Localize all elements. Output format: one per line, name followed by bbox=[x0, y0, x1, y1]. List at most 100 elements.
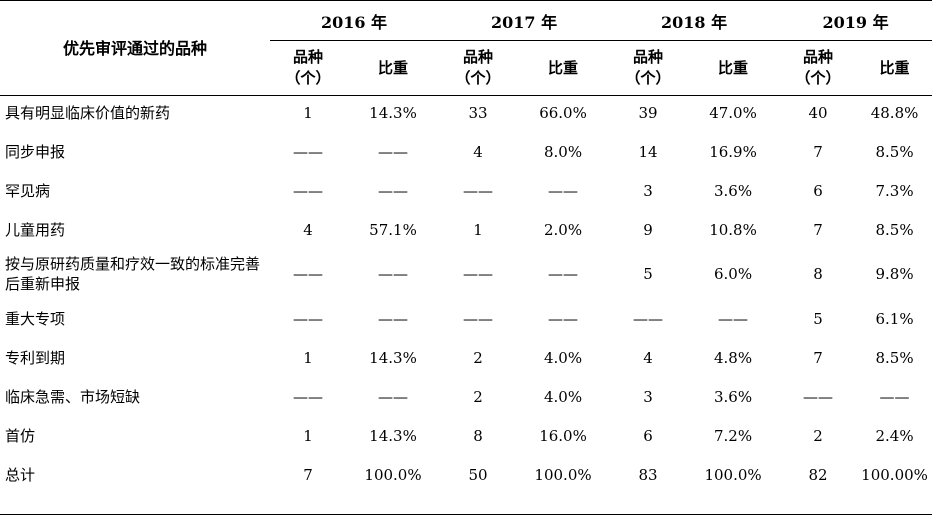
count-header-line2: （个） bbox=[285, 69, 331, 87]
value-cell: 47.0% bbox=[709, 103, 757, 122]
count-header-line1: 品种 bbox=[633, 48, 664, 66]
value-cell: 4 bbox=[473, 142, 483, 161]
value-cell: 7 bbox=[813, 348, 823, 367]
value-cell: —— bbox=[548, 309, 579, 328]
year-header-rule bbox=[270, 40, 932, 41]
year-header-row: 优先审评通过的品种 2016 年 2017 年 2018 年 2019 年 bbox=[1, 1, 932, 58]
value-cell: —— bbox=[548, 265, 579, 283]
table-row: 罕见病 —— —— —— —— 3 3.6% 6 7.3% bbox=[1, 171, 932, 210]
value-cell: 3.6% bbox=[713, 387, 753, 406]
value-cell: 4 bbox=[643, 348, 653, 367]
value-cell: 66.0% bbox=[539, 103, 587, 122]
table-row: 重大专项 —— —— —— —— —— —— 5 6.1% bbox=[1, 299, 932, 338]
share-header: 比重 bbox=[718, 58, 749, 77]
value-cell: 8.5% bbox=[875, 142, 914, 161]
share-header: 比重 bbox=[378, 58, 409, 77]
value-cell: 2 bbox=[813, 426, 823, 445]
value-cell: 9 bbox=[643, 220, 653, 239]
value-cell: 5 bbox=[643, 265, 653, 283]
category-cell: 罕见病 bbox=[5, 182, 51, 200]
value-cell: —— bbox=[378, 265, 408, 283]
category-cell: 专利到期 bbox=[5, 349, 66, 367]
value-cell: 14.3% bbox=[369, 426, 417, 445]
value-cell: 40 bbox=[808, 103, 828, 122]
value-cell: 14.3% bbox=[369, 348, 417, 367]
category-cell: 按与原研药质量和疗效一致的标准完善后重新申报 bbox=[5, 255, 261, 293]
table-row: 按与原研药质量和疗效一致的标准完善后重新申报 —— —— —— —— 5 6.0… bbox=[1, 249, 932, 299]
value-cell: —— bbox=[548, 181, 579, 200]
category-cell: 重大专项 bbox=[5, 310, 66, 328]
value-cell: 8.0% bbox=[543, 142, 583, 161]
share-header: 比重 bbox=[879, 58, 910, 77]
value-cell: 2.4% bbox=[875, 426, 914, 445]
table-row: 临床急需、市场短缺 —— —— 2 4.0% 3 3.6% —— —— bbox=[1, 377, 932, 416]
year-header: 2019 年 bbox=[822, 13, 889, 32]
value-cell: 9.8% bbox=[875, 265, 914, 283]
value-cell: 2.0% bbox=[543, 220, 583, 239]
sub-header-row: 品种 （个） 比重 品种 （个） 比重 品种 （个） 比重 品种 （个） 比重 bbox=[1, 41, 932, 93]
value-cell: —— bbox=[293, 265, 323, 283]
value-cell: —— bbox=[718, 309, 749, 328]
value-cell: 83 bbox=[638, 465, 658, 484]
value-cell: 3 bbox=[643, 387, 653, 406]
value-cell: 2 bbox=[473, 348, 483, 367]
value-cell: 82 bbox=[808, 465, 828, 484]
value-cell: 3 bbox=[643, 181, 653, 200]
value-cell: 39 bbox=[638, 103, 658, 122]
value-cell: 48.8% bbox=[870, 103, 919, 122]
value-cell: —— bbox=[378, 309, 408, 328]
table-row-total: 总计 7 100.0% 50 100.0% 83 100.0% 82 100.0… bbox=[1, 455, 932, 494]
value-cell: 7 bbox=[813, 142, 823, 161]
priority-review-table: 优先审评通过的品种 2016 年 2017 年 2018 年 2019 年 品种… bbox=[1, 1, 932, 494]
value-cell: 1 bbox=[303, 103, 313, 122]
share-header: 比重 bbox=[548, 58, 579, 77]
category-cell: 具有明显临床价值的新药 bbox=[5, 104, 171, 122]
value-cell: 7.2% bbox=[713, 426, 753, 445]
value-cell: 50 bbox=[468, 465, 488, 484]
value-cell: —— bbox=[633, 309, 664, 328]
value-cell: 7.3% bbox=[875, 181, 914, 200]
value-cell: 100.0% bbox=[364, 465, 422, 484]
header-bottom-rule bbox=[0, 95, 932, 96]
value-cell: 4.0% bbox=[543, 348, 583, 367]
value-cell: 8 bbox=[813, 265, 823, 283]
count-header-line2: （个） bbox=[795, 69, 841, 87]
value-cell: —— bbox=[293, 181, 323, 200]
value-cell: 8.5% bbox=[875, 220, 914, 239]
value-cell: 4 bbox=[303, 220, 313, 239]
value-cell: —— bbox=[879, 387, 910, 406]
count-header: 品种 （个） bbox=[609, 41, 687, 93]
count-header-line2: （个） bbox=[625, 69, 671, 87]
value-cell: 1 bbox=[473, 220, 483, 239]
value-cell: —— bbox=[293, 387, 323, 406]
count-header: 品种 （个） bbox=[779, 41, 857, 93]
year-header: 2018 年 bbox=[660, 13, 728, 32]
value-cell: 1 bbox=[303, 348, 313, 367]
value-cell: 57.1% bbox=[369, 220, 417, 239]
count-header: 品种 （个） bbox=[269, 41, 347, 93]
value-cell: —— bbox=[463, 309, 494, 328]
value-cell: 100.0% bbox=[534, 465, 592, 484]
count-header-line1: 品种 bbox=[292, 48, 323, 66]
category-cell: 临床急需、市场短缺 bbox=[5, 388, 141, 406]
value-cell: —— bbox=[293, 309, 323, 328]
value-cell: 8.5% bbox=[875, 348, 914, 367]
value-cell: 4.8% bbox=[713, 348, 753, 367]
value-cell: —— bbox=[378, 181, 408, 200]
value-cell: 7 bbox=[303, 465, 313, 484]
table-body: 具有明显临床价值的新药 1 14.3% 3 3 66.0% 39 47.0% 40… bbox=[1, 93, 932, 494]
count-header-line1: 品种 bbox=[803, 48, 834, 66]
category-cell: 总计 bbox=[5, 466, 36, 484]
value-cell: 6.0% bbox=[713, 265, 753, 283]
value-cell: 16.9% bbox=[709, 142, 757, 161]
year-header: 2016 年 bbox=[320, 13, 388, 32]
count-header: 品种 （个） bbox=[439, 41, 517, 93]
count-header-line1: 品种 bbox=[463, 48, 494, 66]
value-cell: —— bbox=[803, 387, 834, 406]
category-header: 优先审评通过的品种 bbox=[62, 39, 207, 58]
value-cell: 1 bbox=[303, 426, 313, 445]
value-cell: 14 bbox=[638, 142, 658, 161]
value-cell: 100.00% bbox=[861, 465, 928, 484]
value-cell: 6.1% bbox=[875, 309, 914, 328]
value-cell: 3.6% bbox=[713, 181, 753, 200]
